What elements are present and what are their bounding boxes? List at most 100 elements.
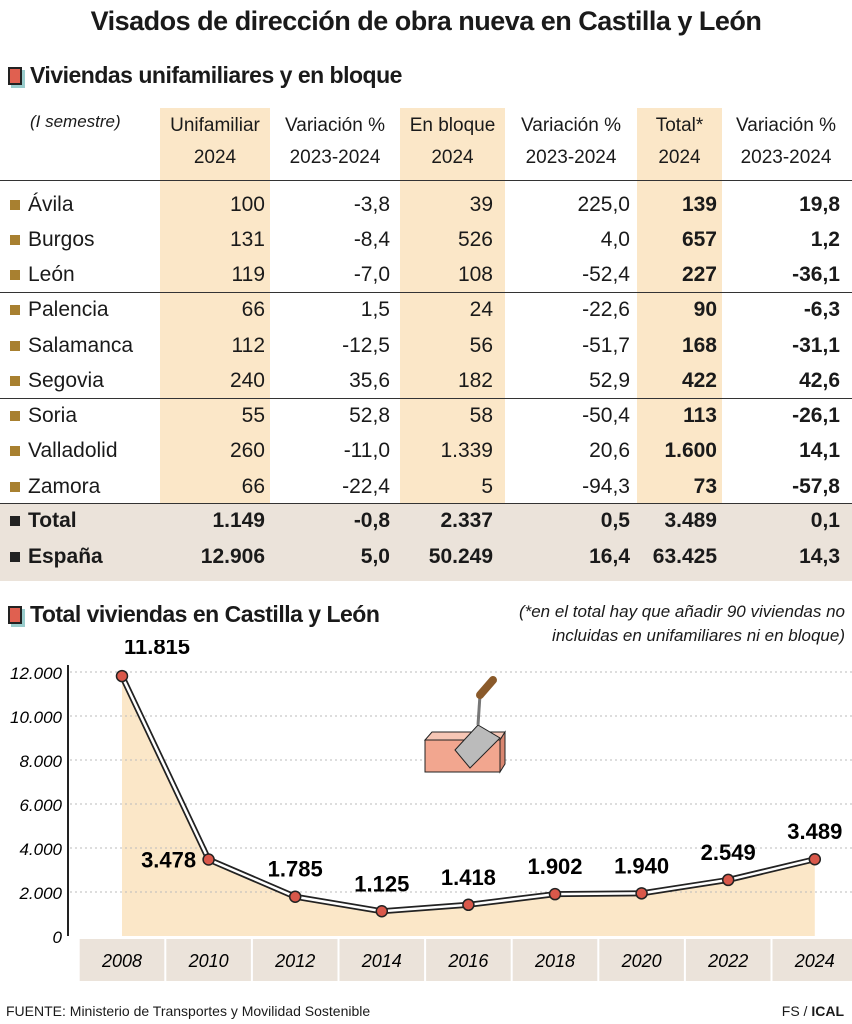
source-footer: FUENTE: Ministerio de Transportes y Movi… xyxy=(6,1003,371,1019)
table-cell: 182 xyxy=(457,369,493,392)
totals-row-label: Total xyxy=(10,509,77,533)
table-cell: -6,3 xyxy=(803,298,840,321)
table-cell: 5 xyxy=(481,475,493,498)
header-line: 2023-2024 xyxy=(289,147,381,168)
data-label: 1.785 xyxy=(268,857,323,882)
table-row-label: Soria xyxy=(10,404,77,428)
table-cell: -12,5 xyxy=(342,334,390,357)
table-cell: 12.906 xyxy=(200,545,265,568)
table-cell: -7,0 xyxy=(353,263,390,286)
data-label: 3.489 xyxy=(787,819,842,844)
table-cell: 119 xyxy=(231,263,265,286)
table-row-label: Zamora xyxy=(10,475,100,499)
table-row-label: Ávila xyxy=(10,193,74,217)
page-title: Visados de dirección de obra nueva en Ca… xyxy=(90,6,762,36)
bullet-icon xyxy=(10,376,20,386)
table-cell: 100 xyxy=(229,193,265,216)
table-cell: 227 xyxy=(681,263,717,286)
table-cell: 52,9 xyxy=(589,369,630,392)
table-row-label: Valladolid xyxy=(10,439,118,463)
table-cell: 422 xyxy=(681,369,717,392)
column-header: Variación % 2023-2024 xyxy=(505,110,637,174)
data-label: 1.418 xyxy=(441,865,496,890)
table-cell: 526 xyxy=(457,228,493,251)
table-cell: -31,1 xyxy=(792,334,840,357)
x-tick-label: 2016 xyxy=(447,951,489,971)
y-tick-label: 6.000 xyxy=(19,796,62,815)
bullet-icon xyxy=(8,66,22,85)
totals-name: Total xyxy=(28,509,77,532)
x-tick-label: 2022 xyxy=(707,951,748,971)
table-cell: 56 xyxy=(469,334,493,357)
table-cell: 2.337 xyxy=(440,509,493,532)
x-tick-box xyxy=(339,939,425,981)
table-cell: 1.339 xyxy=(440,439,493,462)
x-tick-box xyxy=(772,939,852,981)
data-point xyxy=(115,669,129,683)
x-tick-box xyxy=(426,939,511,981)
data-point xyxy=(548,887,562,901)
table-cell: -3,8 xyxy=(353,193,390,216)
data-point xyxy=(288,890,302,903)
table-cell: 58 xyxy=(469,404,493,427)
table-cell: 35,6 xyxy=(349,369,390,392)
province-name: Burgos xyxy=(28,228,95,251)
header-line: Variación % xyxy=(736,115,836,136)
data-point xyxy=(375,905,389,918)
table-cell: 19,8 xyxy=(799,193,840,216)
table-cell: 112 xyxy=(231,334,265,357)
table-cell: 1.600 xyxy=(664,439,717,462)
y-tick-label: 12.000 xyxy=(10,664,63,683)
x-tick-label: 2014 xyxy=(361,951,402,971)
table-cell: 16,4 xyxy=(589,545,630,568)
credit-author: FS / xyxy=(781,1003,812,1019)
table-cell: 260 xyxy=(229,439,265,462)
header-line: Variación % xyxy=(285,115,385,136)
table-cell: 24 xyxy=(469,298,493,321)
table-cell: 108 xyxy=(457,263,493,286)
table-cell: -22,4 xyxy=(342,475,390,498)
data-label: 1.902 xyxy=(527,854,582,879)
data-point xyxy=(462,898,475,912)
table-row-label: Segovia xyxy=(10,369,104,393)
chart-title: Total viviendas en Castilla y León xyxy=(30,601,380,627)
x-tick-label: 2018 xyxy=(534,951,575,971)
header-line: En bloque xyxy=(409,115,496,136)
table-cell: -51,7 xyxy=(582,334,630,357)
table-cell: 1,5 xyxy=(360,298,390,321)
table-cell: 5,0 xyxy=(360,545,390,568)
bullet-icon xyxy=(8,605,22,624)
province-name: Palencia xyxy=(28,298,109,321)
table-cell: 39 xyxy=(469,193,493,216)
table-cell: 90 xyxy=(693,298,717,321)
province-name: León xyxy=(28,263,75,286)
table-cell: -8,4 xyxy=(353,228,390,251)
table-cell: -0,8 xyxy=(353,509,390,532)
y-tick-label: 0 xyxy=(53,928,63,947)
table-section-title: Viviendas unifamiliares y en bloque xyxy=(8,62,402,89)
bullet-icon xyxy=(10,446,20,456)
chart-note: (*en el total hay que añadir 90 vivienda… xyxy=(518,602,845,645)
table-cell: -22,6 xyxy=(582,298,630,321)
header-line: 2024 xyxy=(193,147,237,168)
table-cell: 113 xyxy=(683,404,717,427)
table-cell: 14,3 xyxy=(799,545,840,568)
table-cell: 240 xyxy=(229,369,265,392)
period-label: (I semestre) xyxy=(30,112,121,131)
data-label: 3.478 xyxy=(141,847,196,872)
data-point xyxy=(721,873,735,887)
table-row-label: Palencia xyxy=(10,298,109,322)
table-cell: 168 xyxy=(681,334,717,357)
table-cell: -52,4 xyxy=(582,263,630,286)
x-tick-label: 2020 xyxy=(621,951,662,971)
table-cell: -36,1 xyxy=(792,263,840,286)
province-name: Segovia xyxy=(28,369,104,392)
table-cell: 225,0 xyxy=(577,193,630,216)
y-tick-label: 2.000 xyxy=(18,884,62,903)
province-name: Valladolid xyxy=(28,439,118,462)
header-line: 2024 xyxy=(658,147,701,168)
x-tick-box xyxy=(512,939,598,981)
x-tick-label: 2024 xyxy=(794,951,835,971)
divider xyxy=(0,180,852,181)
data-label: 1.125 xyxy=(354,871,409,896)
